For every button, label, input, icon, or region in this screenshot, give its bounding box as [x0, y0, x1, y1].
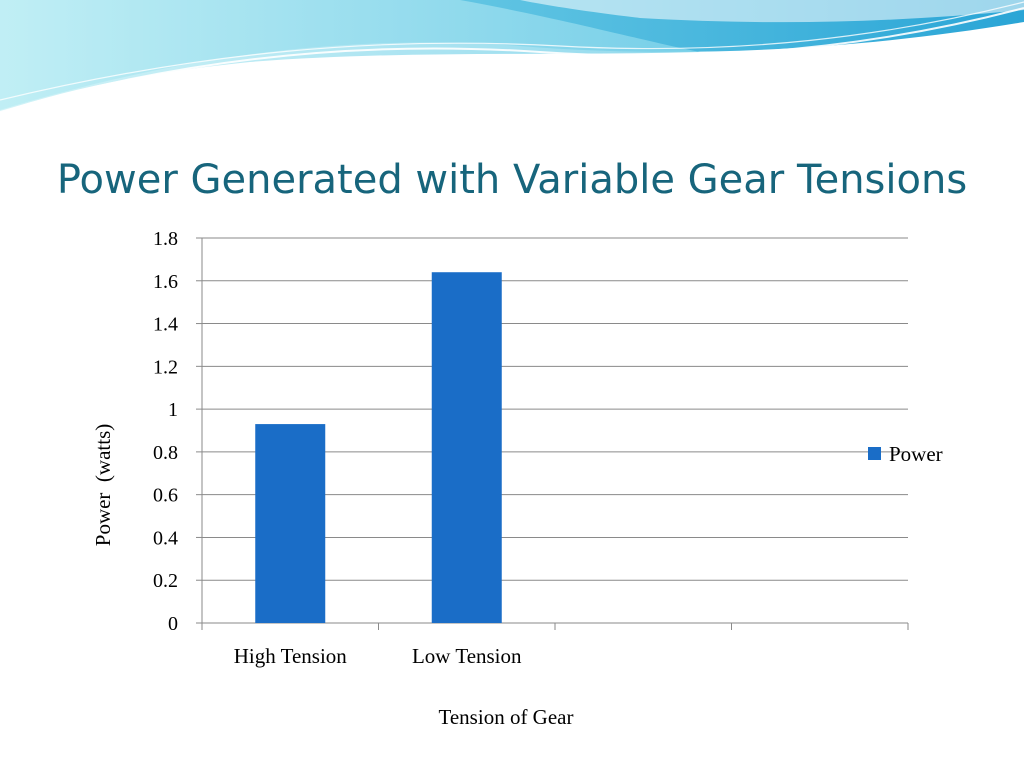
y-tick-label: 0.4	[153, 527, 178, 549]
x-tick-label: High Tension	[234, 644, 348, 668]
y-tick-label: 0.2	[153, 570, 178, 592]
y-tick-label: 1.6	[153, 271, 178, 293]
header-wave-decoration	[0, 0, 1024, 113]
y-tick-label: 1.2	[153, 356, 178, 378]
x-tick-label: Low Tension	[412, 644, 522, 668]
y-tick-label: 1.4	[153, 314, 178, 336]
y-axis-label: Power (watts)	[91, 424, 115, 546]
y-tick-label: 0	[168, 613, 178, 635]
y-tick-label: 0.6	[153, 485, 178, 507]
legend-label: Power	[889, 442, 943, 466]
slide-title: Power Generated with Variable Gear Tensi…	[56, 157, 968, 203]
x-axis-label: Tension of Gear	[439, 705, 574, 729]
y-tick-label: 1	[168, 399, 178, 421]
legend-swatch	[868, 447, 881, 460]
y-tick-label: 0.8	[153, 442, 178, 464]
bar-high-tension	[255, 424, 326, 623]
bar-low-tension	[431, 272, 502, 623]
y-tick-label: 1.8	[153, 228, 178, 250]
